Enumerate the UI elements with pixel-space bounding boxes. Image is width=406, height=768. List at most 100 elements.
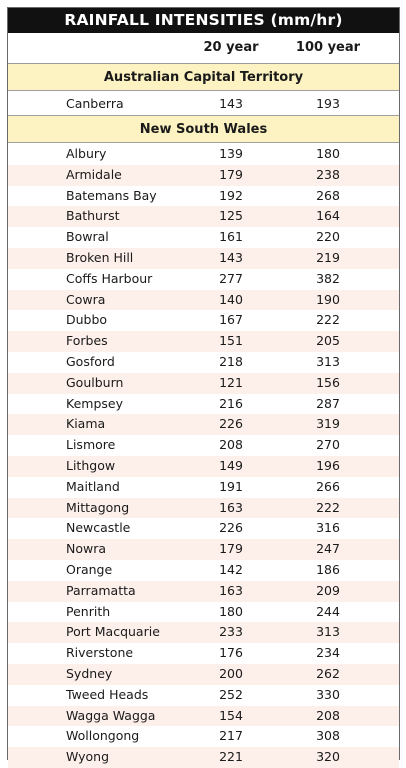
city-name: Mittagong: [66, 499, 130, 515]
city-name: Newcastle: [66, 520, 131, 536]
city-name: Cowra: [66, 291, 106, 307]
city-name: Maitland: [66, 478, 120, 494]
value-100-year: 222: [316, 312, 340, 328]
table-row: Riverstone 176 234: [8, 643, 399, 664]
city-name: Riverstone: [66, 645, 134, 661]
value-100-year: 382: [316, 270, 340, 286]
value-20-year: 167: [219, 312, 243, 328]
value-20-year: 208: [219, 437, 243, 453]
column-headers: 20 year 100 year: [8, 33, 399, 64]
table-row: Dubbo 167 222: [8, 310, 399, 331]
table-row: Batemans Bay 192 268: [8, 186, 399, 207]
city-name: Bathurst: [66, 208, 120, 224]
city-name: Bowral: [66, 229, 109, 245]
value-100-year: 238: [316, 166, 340, 182]
value-100-year: 209: [316, 582, 340, 598]
value-20-year: 218: [219, 353, 243, 369]
act-rows: Canberra 143 193: [8, 91, 399, 116]
city-name: Wagga Wagga: [66, 707, 156, 723]
city-name: Forbes: [66, 333, 108, 349]
value-100-year: 262: [316, 665, 340, 681]
value-20-year: 143: [219, 249, 243, 265]
city-name: Tweed Heads: [66, 686, 149, 702]
value-100-year: 164: [316, 208, 340, 224]
value-20-year: 176: [219, 645, 243, 661]
value-20-year: 139: [219, 146, 243, 161]
value-20-year: 226: [219, 520, 243, 536]
table-row: Lismore 208 270: [8, 435, 399, 456]
table-row: Lithgow 149 196: [8, 455, 399, 477]
value-20-year: 140: [219, 291, 243, 307]
table-row: Wagga Wagga 154 208: [8, 705, 399, 727]
value-20-year: 161: [219, 229, 243, 245]
table-row: Port Macquarie 233 313: [8, 622, 399, 644]
value-20-year: 142: [219, 561, 243, 577]
value-20-year: 217: [219, 728, 243, 744]
city-name: Albury: [66, 146, 107, 161]
nsw-rows: Albury 139 180 Armidale 179 238 Batemans Bay 19…: [8, 143, 399, 768]
section-heading-act: Australian Capital Territory: [8, 64, 399, 91]
city-name: Sydney: [66, 665, 113, 681]
table-title: RAINFALL INTENSITIES (mm/hr): [8, 8, 399, 33]
table-row: Penrith 180 244: [8, 602, 399, 623]
city-name: Wollongong: [66, 728, 140, 744]
table-row: Canberra 143 193: [8, 91, 399, 116]
value-20-year: 191: [219, 478, 243, 494]
city-name: Canberra: [66, 96, 124, 111]
rainfall-table: RAINFALL INTENSITIES (mm/hr) 20 year 100…: [7, 7, 400, 768]
value-20-year: 192: [219, 187, 243, 203]
value-100-year: 234: [316, 645, 340, 661]
value-20-year: 216: [219, 395, 243, 411]
value-100-year: 320: [316, 749, 340, 765]
city-name: Orange: [66, 561, 113, 577]
table-row: Tweed Heads 252 330: [8, 685, 399, 706]
value-100-year: 208: [316, 707, 340, 723]
value-20-year: 233: [219, 624, 243, 640]
value-100-year: 308: [316, 728, 340, 744]
section-heading-nsw: New South Wales: [8, 116, 399, 143]
header-20-year: 20 year: [203, 40, 259, 55]
value-100-year: 186: [316, 561, 340, 577]
value-20-year: 125: [219, 208, 243, 224]
value-100-year: 313: [316, 353, 340, 369]
value-100-year: 247: [316, 541, 340, 557]
value-20-year: 277: [219, 270, 243, 286]
city-name: Kiama: [66, 416, 106, 432]
value-100-year: 205: [316, 333, 340, 349]
value-20-year: 149: [219, 457, 243, 473]
table-row: Armidale 179 238: [8, 164, 399, 186]
value-20-year: 151: [219, 333, 243, 349]
value-20-year: 221: [219, 749, 243, 765]
table-row: Wyong 221 320: [8, 747, 399, 768]
value-20-year: 163: [219, 499, 243, 515]
table-row: Kiama 226 319: [8, 414, 399, 436]
value-100-year: 219: [316, 249, 340, 265]
value-100-year: 319: [316, 416, 340, 432]
table-row: Maitland 191 266: [8, 477, 399, 498]
value-100-year: 193: [316, 96, 340, 111]
value-20-year: 200: [219, 665, 243, 681]
city-name: Gosford: [66, 353, 115, 369]
value-20-year: 179: [219, 166, 243, 182]
table-row: Wollongong 217 308: [8, 726, 399, 747]
city-name: Penrith: [66, 603, 111, 619]
city-name: Broken Hill: [66, 249, 134, 265]
table-row: Orange 142 186: [8, 560, 399, 581]
table-row: Mittagong 163 222: [8, 497, 399, 519]
value-100-year: 180: [316, 146, 340, 161]
table-row: Parramatta 163 209: [8, 580, 399, 602]
table-row: Coffs Harbour 277 382: [8, 269, 399, 290]
city-name: Kempsey: [66, 395, 123, 411]
value-100-year: 190: [316, 291, 340, 307]
city-name: Dubbo: [66, 312, 108, 328]
value-100-year: 156: [316, 374, 340, 390]
value-20-year: 121: [219, 374, 243, 390]
city-name: Wyong: [66, 749, 110, 765]
value-20-year: 163: [219, 582, 243, 598]
city-name: Parramatta: [66, 582, 136, 598]
table-row: Forbes 151 205: [8, 331, 399, 352]
city-name: Coffs Harbour: [66, 270, 153, 286]
city-name: Port Macquarie: [66, 624, 160, 640]
table-row: Broken Hill 143 219: [8, 247, 399, 269]
header-100-year: 100 year: [295, 40, 361, 55]
